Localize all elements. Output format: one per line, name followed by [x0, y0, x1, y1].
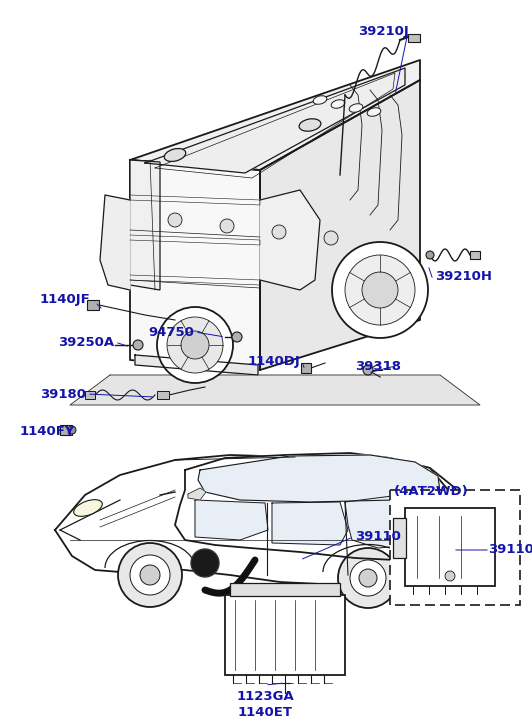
Circle shape	[359, 569, 377, 587]
Circle shape	[140, 565, 160, 585]
Circle shape	[191, 549, 219, 577]
Bar	[85, 391, 95, 399]
Polygon shape	[100, 195, 130, 290]
Circle shape	[426, 251, 434, 259]
Circle shape	[338, 548, 398, 608]
Circle shape	[157, 307, 233, 383]
Text: 1140JF: 1140JF	[40, 293, 91, 306]
Text: 39180: 39180	[40, 388, 86, 401]
Polygon shape	[130, 60, 420, 170]
Ellipse shape	[74, 499, 102, 516]
Circle shape	[168, 213, 182, 227]
Polygon shape	[260, 190, 320, 290]
Circle shape	[272, 225, 286, 239]
Text: 39210H: 39210H	[435, 270, 492, 283]
Polygon shape	[55, 455, 470, 585]
Circle shape	[181, 331, 209, 359]
Circle shape	[345, 255, 415, 325]
Circle shape	[324, 231, 338, 245]
Polygon shape	[272, 502, 348, 545]
Bar	[230, 583, 340, 596]
Circle shape	[445, 571, 455, 581]
Ellipse shape	[367, 108, 381, 116]
Text: (4AT2WD): (4AT2WD)	[394, 485, 469, 498]
Bar	[87, 300, 99, 310]
Polygon shape	[145, 68, 405, 173]
Polygon shape	[198, 455, 440, 502]
Ellipse shape	[164, 148, 186, 161]
Bar	[301, 363, 311, 373]
Polygon shape	[345, 495, 438, 548]
Polygon shape	[188, 488, 206, 500]
Polygon shape	[195, 500, 268, 540]
Ellipse shape	[349, 104, 363, 112]
Text: 1140DJ: 1140DJ	[248, 355, 301, 368]
Polygon shape	[175, 453, 455, 560]
Ellipse shape	[299, 119, 321, 131]
Bar	[470, 251, 480, 259]
Circle shape	[133, 340, 143, 350]
Polygon shape	[135, 355, 258, 375]
Polygon shape	[70, 375, 480, 405]
Text: 94750: 94750	[148, 326, 194, 339]
Polygon shape	[130, 160, 160, 290]
Circle shape	[350, 560, 386, 596]
Bar	[390, 490, 520, 605]
Text: 1140FY: 1140FY	[20, 425, 76, 438]
Bar	[225, 595, 345, 675]
Text: 39210J: 39210J	[358, 25, 409, 38]
Circle shape	[68, 426, 76, 434]
Text: 1140ET: 1140ET	[237, 706, 293, 719]
Ellipse shape	[331, 100, 345, 108]
Bar	[60, 425, 72, 435]
Circle shape	[232, 332, 242, 342]
Bar	[157, 391, 169, 399]
Text: 39110: 39110	[488, 543, 532, 556]
Text: 39250A: 39250A	[58, 336, 114, 349]
Circle shape	[130, 555, 170, 595]
Text: 1123GA: 1123GA	[236, 690, 294, 703]
Polygon shape	[260, 80, 420, 370]
Polygon shape	[130, 160, 260, 370]
Text: 39110: 39110	[355, 530, 401, 543]
Bar	[393, 518, 406, 558]
Bar	[408, 34, 420, 42]
Circle shape	[118, 543, 182, 607]
Circle shape	[220, 219, 234, 233]
Ellipse shape	[313, 96, 327, 104]
Circle shape	[332, 242, 428, 338]
Circle shape	[362, 272, 398, 308]
Text: 39318: 39318	[355, 360, 401, 373]
Bar	[405, 508, 495, 586]
Circle shape	[167, 317, 223, 373]
Circle shape	[363, 365, 373, 375]
